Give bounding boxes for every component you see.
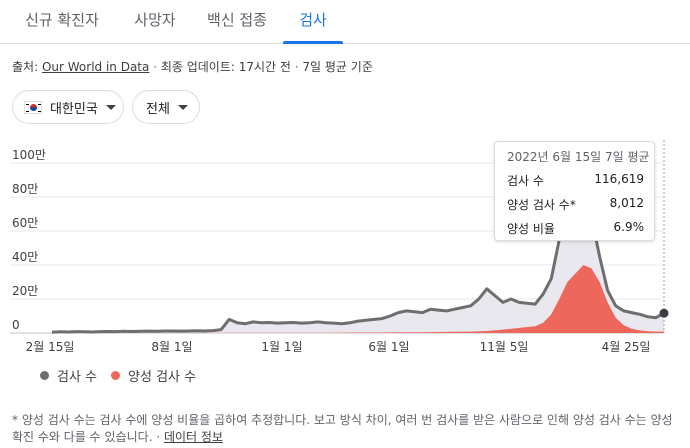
metric-tabs: 신규 확진자 사망자 백신 접종 검사 xyxy=(0,0,690,44)
legend-dot-icon xyxy=(40,371,49,380)
chevron-down-icon xyxy=(177,104,188,110)
y-tick-label: 0 xyxy=(12,318,20,332)
testing-chart[interactable]: 0 20만 40만 60만 80만 100만 2월 15일 8월 1일 1월 1일 6월 1일 1… xyxy=(0,140,690,360)
tooltip-label: 검사 수 xyxy=(507,174,544,188)
footnote: * 양성 검사 수는 검사 수에 양성 비율을 곱하여 추정합니다. 보고 방식… xyxy=(12,412,682,446)
legend-dot-icon xyxy=(111,371,121,380)
legend-item-tests[interactable]: 검사 수 xyxy=(40,366,97,385)
korea-flag-icon xyxy=(24,100,42,114)
hover-point xyxy=(659,308,669,318)
y-tick-label: 40만 xyxy=(12,250,38,264)
source-line: 출처: Our World in Data · 최종 업데이트: 17시간 전 … xyxy=(12,58,373,75)
tooltip-value: 6.9% xyxy=(613,220,645,234)
legend-label: 검사 수 xyxy=(57,370,98,385)
tooltip-label: 양성 비율 xyxy=(507,222,555,236)
country-dropdown[interactable]: 대한민국 xyxy=(12,90,124,124)
last-updated: 최종 업데이트: 17시간 전 xyxy=(160,60,291,74)
y-tick-label: 100만 xyxy=(12,148,46,162)
footnote-text: * 양성 검사 수는 검사 수에 양성 비율을 곱하여 추정합니다. 보고 방식… xyxy=(12,413,673,444)
range-label: 전체 xyxy=(146,101,170,117)
tab-deaths[interactable]: 사망자 xyxy=(134,11,176,29)
average-basis: 7일 평균 기준 xyxy=(302,60,373,74)
source-link[interactable]: Our World in Data xyxy=(41,60,150,74)
country-label: 대한민국 xyxy=(50,101,98,117)
separator: · xyxy=(149,60,161,74)
data-info-link[interactable]: 데이터 정보 xyxy=(163,430,223,444)
tooltip-row-rate: 양성 비율 6.9% xyxy=(507,220,644,238)
chart-legend: 검사 수 양성 검사 수 xyxy=(40,366,210,385)
x-tick-label: 11월 5일 xyxy=(480,340,529,354)
range-dropdown[interactable]: 전체 xyxy=(132,90,200,124)
y-tick-label: 80만 xyxy=(12,182,38,196)
tooltip-row-positives: 양성 검사 수* 8,012 xyxy=(507,196,644,214)
x-tick-label: 8월 1일 xyxy=(151,340,192,354)
x-tick-label: 4월 25일 xyxy=(602,340,651,354)
x-tick-label: 1월 1일 xyxy=(261,340,302,354)
tooltip-row-tests: 검사 수 116,619 xyxy=(507,172,644,190)
chevron-down-icon xyxy=(105,104,116,110)
tooltip-value: 8,012 xyxy=(609,196,644,210)
y-tick-label: 20만 xyxy=(12,284,38,298)
active-tab-indicator xyxy=(283,41,343,44)
tooltip-label: 양성 검사 수* xyxy=(507,198,576,212)
x-tick-label: 2월 15일 xyxy=(26,340,75,354)
y-axis-ticks: 0 20만 40만 60만 80만 100만 xyxy=(12,148,46,332)
chart-tooltip: 2022년 6월 15일 7일 평균 검사 수 116,619 양성 검사 수*… xyxy=(494,141,655,241)
y-tick-label: 60만 xyxy=(12,216,38,230)
positives-area xyxy=(52,265,664,333)
legend-item-positives[interactable]: 양성 검사 수 xyxy=(111,366,196,385)
tab-testing[interactable]: 검사 xyxy=(299,11,327,29)
tab-new-cases[interactable]: 신규 확진자 xyxy=(25,11,99,29)
legend-label: 양성 검사 수 xyxy=(128,370,197,385)
tooltip-date: 2022년 6월 15일 7일 평균 xyxy=(507,150,650,164)
x-tick-label: 6월 1일 xyxy=(368,340,409,354)
x-axis-ticks: 2월 15일 8월 1일 1월 1일 6월 1일 11월 5일 4월 25일 xyxy=(26,340,651,354)
separator: · xyxy=(290,60,303,74)
tooltip-value: 116,619 xyxy=(594,172,644,186)
source-prefix: 출처: xyxy=(12,60,42,74)
tab-vaccinations[interactable]: 백신 접종 xyxy=(207,11,267,29)
